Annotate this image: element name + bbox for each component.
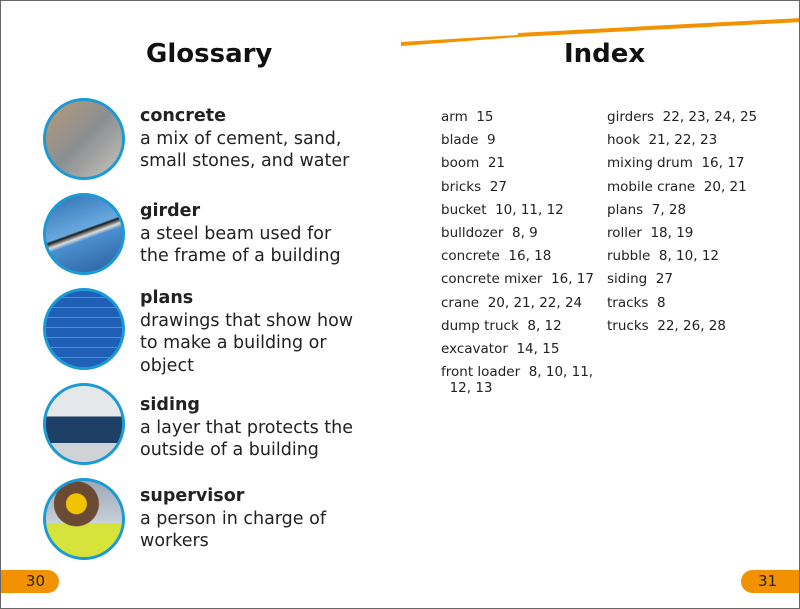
page-number-right: 31 <box>741 570 799 593</box>
index-entry: crane 20, 21, 22, 24 <box>441 294 583 311</box>
index-entry: rubble 8, 10, 12 <box>607 248 719 265</box>
index-entry: hook 21, 22, 23 <box>607 132 718 149</box>
glossary-entry: supervisor a person in charge of workers <box>140 485 365 553</box>
index-entry: tracks 8 <box>607 294 666 311</box>
page-number-text: 31 <box>758 572 778 590</box>
glossary-term: supervisor <box>140 486 245 506</box>
index-entry: bricks 27 <box>441 178 507 195</box>
index-entry: bucket 10, 11, 12 <box>441 201 564 218</box>
glossary-definition: drawings that show how to make a buildin… <box>140 310 354 376</box>
glossary-title: Glossary <box>146 39 273 69</box>
index-entry: arm 15 <box>441 109 494 125</box>
index-title: Index <box>564 39 646 69</box>
glossary-definition: a mix of cement, sand, small stones, and… <box>140 128 350 172</box>
glossary-definition: a layer that protects the outside of a b… <box>140 417 353 461</box>
index-entry: mobile crane 20, 21 <box>607 178 747 195</box>
girder-image <box>43 193 125 275</box>
glossary-term: plans <box>140 288 194 308</box>
index-entry: siding 27 <box>607 271 673 288</box>
index-entry: concrete mixer 16, 17 <box>441 271 594 288</box>
index-entry: dump truck 8, 12 <box>441 317 562 334</box>
glossary-term: siding <box>140 395 200 415</box>
glossary-term: concrete <box>140 106 226 126</box>
index-entry: front loader 8, 10, 11, 12, 13 <box>441 364 594 397</box>
glossary-entry: siding a layer that protects the outside … <box>140 394 365 462</box>
page-number-text: 30 <box>25 572 45 590</box>
page-number-left: 30 <box>1 570 59 593</box>
concrete-image <box>43 98 125 180</box>
blueprint-image <box>43 288 125 370</box>
orange-stripe <box>401 18 799 46</box>
index-entry: excavator 14, 15 <box>441 341 560 357</box>
glossary-entry: girder a steel beam used for the frame of… <box>140 200 365 268</box>
index-entry: bulldozer 8, 9 <box>441 225 538 241</box>
glossary-entry: plans drawings that show how to make a bu… <box>140 287 365 377</box>
glossary-definition: a steel beam used for the frame of a bui… <box>140 223 341 267</box>
index-entry: plans 7, 28 <box>607 201 687 218</box>
index-entry: concrete 16, 18 <box>441 248 552 265</box>
index-entry: boom 21 <box>441 155 505 172</box>
glossary-entry: concrete a mix of cement, sand, small sto… <box>140 105 365 173</box>
siding-image <box>43 383 125 465</box>
index-entry: girders 22, 23, 24, 25 <box>607 109 758 125</box>
glossary-term: girder <box>140 201 201 221</box>
supervisor-image <box>43 478 125 560</box>
index-entry: trucks 22, 26, 28 <box>607 317 726 334</box>
index-entry: roller 18, 19 <box>607 225 694 241</box>
glossary-definition: a person in charge of workers <box>140 508 326 552</box>
index-entry: blade 9 <box>441 132 496 149</box>
index-entry: mixing drum 16, 17 <box>607 155 745 172</box>
